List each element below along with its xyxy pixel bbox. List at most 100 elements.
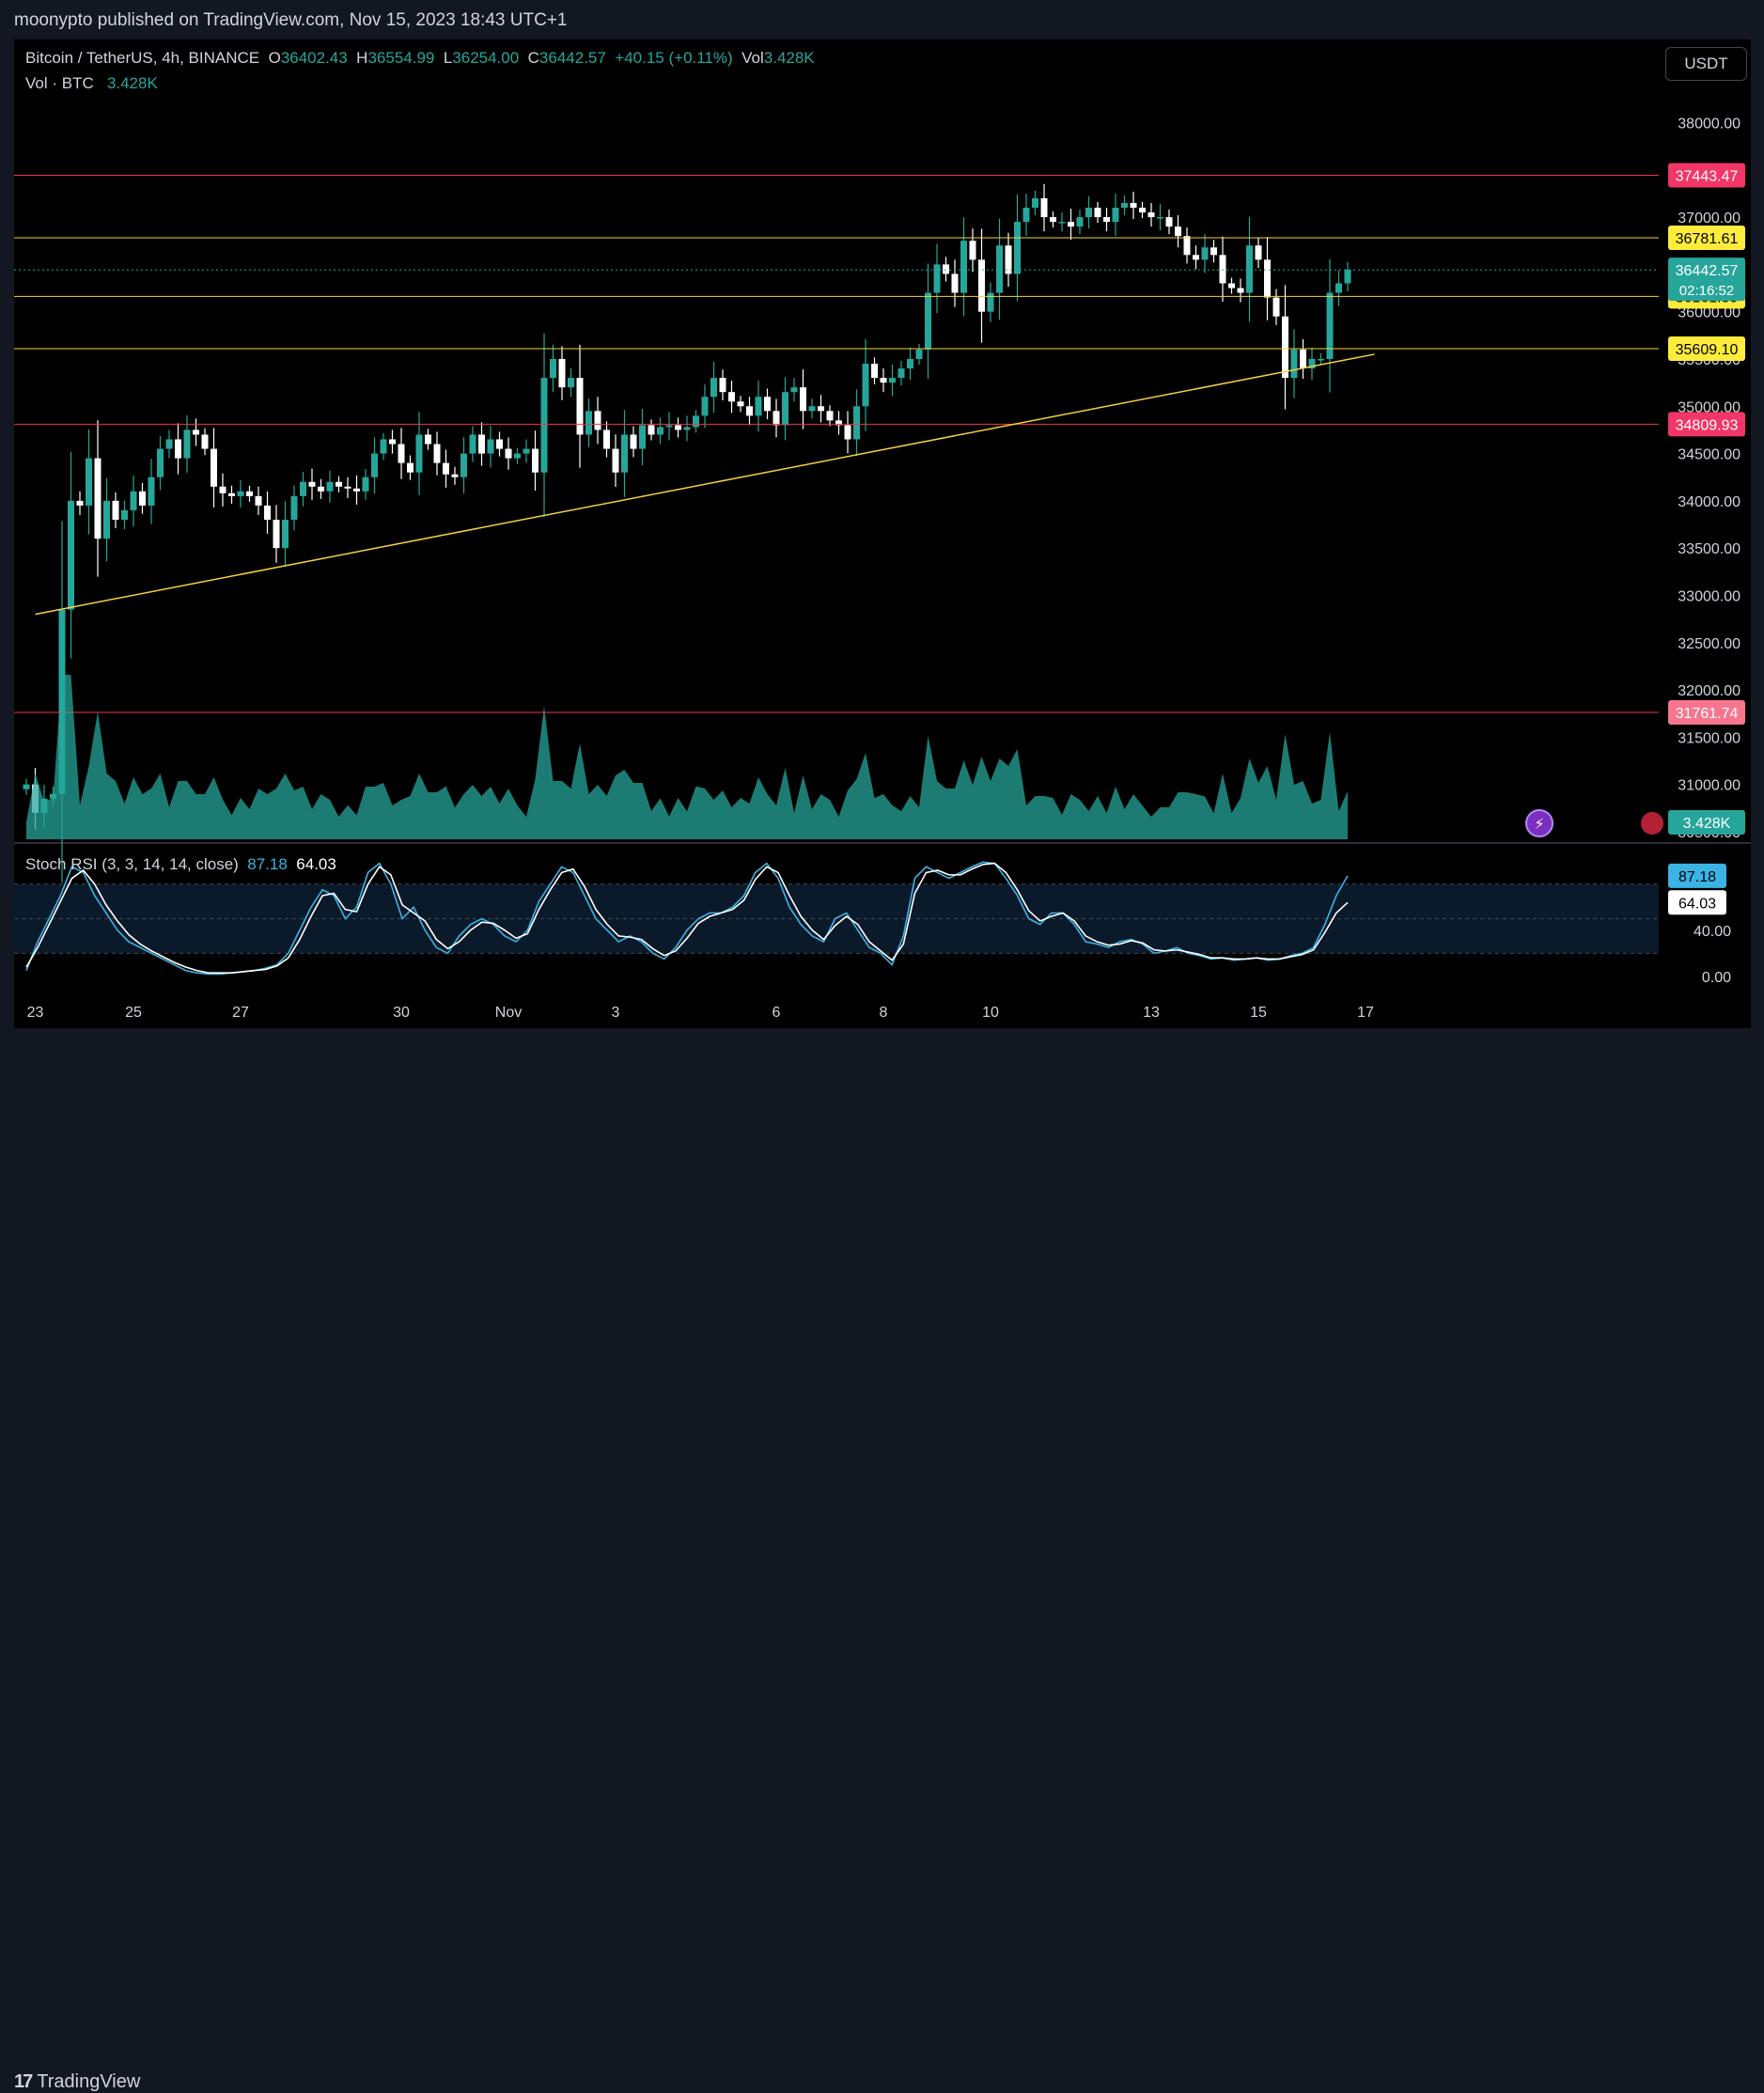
candle-body xyxy=(505,448,512,459)
candle-body xyxy=(1147,212,1155,218)
candle-body xyxy=(23,784,30,789)
candle-body xyxy=(353,488,360,492)
candle-body xyxy=(1130,202,1137,208)
candle-body xyxy=(237,491,244,496)
candle-body xyxy=(871,364,878,379)
candle-body xyxy=(103,500,110,539)
candle-body xyxy=(969,241,976,260)
stoch-axis-tick: 40.00 xyxy=(1694,924,1731,940)
volume-tag-bg xyxy=(1668,810,1745,835)
stoch-axis-tick: 0.00 xyxy=(1702,970,1731,986)
time-axis-tick: 30 xyxy=(393,1005,410,1021)
candle-body xyxy=(389,439,396,445)
open-label: O xyxy=(268,49,281,67)
high-value: 36554.99 xyxy=(367,49,435,67)
candle-body xyxy=(514,453,521,459)
candle-body xyxy=(826,411,834,421)
last-price-tag: 36442.57 xyxy=(1676,263,1739,279)
candle-body xyxy=(273,520,280,549)
low-label: L xyxy=(443,49,453,67)
candle-body xyxy=(1201,247,1209,260)
candle-body xyxy=(50,793,56,799)
time-axis-tick: 15 xyxy=(1250,1005,1267,1021)
candle-body xyxy=(1040,197,1048,218)
candle-body xyxy=(612,448,619,473)
candle-body xyxy=(853,406,860,440)
vol-value: 3.428K xyxy=(763,49,815,67)
candle-body xyxy=(1193,255,1199,260)
low-value: 36254.00 xyxy=(452,49,520,67)
candle-body xyxy=(1308,358,1316,369)
candle-body xyxy=(1282,316,1288,379)
candle-body xyxy=(201,434,209,449)
candle-body xyxy=(594,411,601,430)
candle-body xyxy=(1094,208,1101,218)
candle-body xyxy=(880,378,887,383)
candle-body xyxy=(264,505,271,520)
candles-group xyxy=(23,183,1351,883)
candle-body xyxy=(219,486,226,493)
candle-body xyxy=(112,500,119,520)
candle-body xyxy=(996,245,1003,293)
volume-legend-label[interactable]: Vol · BTC xyxy=(25,74,94,92)
candle-body xyxy=(603,430,610,449)
time-axis-tick: 8 xyxy=(880,1005,888,1021)
candle-body xyxy=(764,397,771,412)
candle-body xyxy=(1068,222,1074,227)
price-axis-tick: 32000.00 xyxy=(1678,683,1741,699)
candle-body xyxy=(76,500,84,506)
stoch-rsi-label[interactable]: Stoch RSI xyxy=(25,855,98,873)
candle-body xyxy=(336,481,342,487)
candle-body xyxy=(1264,259,1271,298)
volume-legend-value: 3.428K xyxy=(106,74,158,92)
candle-body xyxy=(675,425,681,430)
price-axis-tick: 31000.00 xyxy=(1678,778,1741,794)
currency-button[interactable]: USDT xyxy=(1665,47,1747,81)
candle-body xyxy=(1344,270,1351,284)
close-value: 36442.57 xyxy=(539,49,606,67)
close-label: C xyxy=(527,49,539,67)
level-price-tag-bg xyxy=(1668,226,1745,251)
chart-area[interactable] xyxy=(14,39,1751,1028)
candle-body xyxy=(1022,208,1030,223)
candle-body xyxy=(907,358,913,369)
candle-countdown: 02:16:52 xyxy=(1679,283,1734,299)
candle-body xyxy=(451,474,459,477)
candle-body xyxy=(371,453,378,477)
stoch-k-tag: 87.18 xyxy=(1678,869,1716,885)
price-axis-tick: 34500.00 xyxy=(1678,447,1741,463)
candle-body xyxy=(1272,297,1280,317)
footer: 17 TradingView xyxy=(0,1028,1764,2092)
candle-body xyxy=(1300,349,1306,369)
time-axis-tick: 27 xyxy=(232,1005,249,1021)
stoch-d-tag: 64.03 xyxy=(1678,896,1716,912)
candle-body xyxy=(300,481,306,496)
candle-body xyxy=(228,492,235,496)
change-value: +40.15 (+0.11%) xyxy=(615,49,733,67)
candle-body xyxy=(835,420,842,426)
candle-body xyxy=(550,358,556,379)
top-bar: moonypto published on TradingView.com, N… xyxy=(0,0,1764,39)
level-price-tag-bg xyxy=(1668,163,1745,188)
candle-body xyxy=(773,411,780,426)
candle-body xyxy=(165,439,173,449)
tradingview-logo[interactable]: 17 TradingView xyxy=(14,2071,140,2093)
candle-body xyxy=(925,292,931,350)
candle-body xyxy=(148,476,155,506)
candle-body xyxy=(639,425,646,449)
price-axis-tick: 32500.00 xyxy=(1678,636,1741,652)
vol-label: Vol xyxy=(742,49,764,67)
candle-body xyxy=(1165,217,1173,227)
candle-body xyxy=(648,425,655,435)
candle-body xyxy=(1103,217,1110,223)
chart-svg[interactable]: 38500.0038000.0037500.0037000.0036500.00… xyxy=(0,0,1764,1079)
candle-body xyxy=(478,434,485,454)
time-axis-tick: 10 xyxy=(982,1005,999,1021)
candle-body xyxy=(808,406,816,412)
symbol-label[interactable]: Bitcoin / TetherUS, 4h, BINANCE xyxy=(25,49,260,67)
candle-body xyxy=(255,495,262,506)
candle-body xyxy=(282,520,289,549)
candle-body xyxy=(1318,358,1324,361)
candle-body xyxy=(1210,247,1217,256)
candle-body xyxy=(193,430,199,435)
